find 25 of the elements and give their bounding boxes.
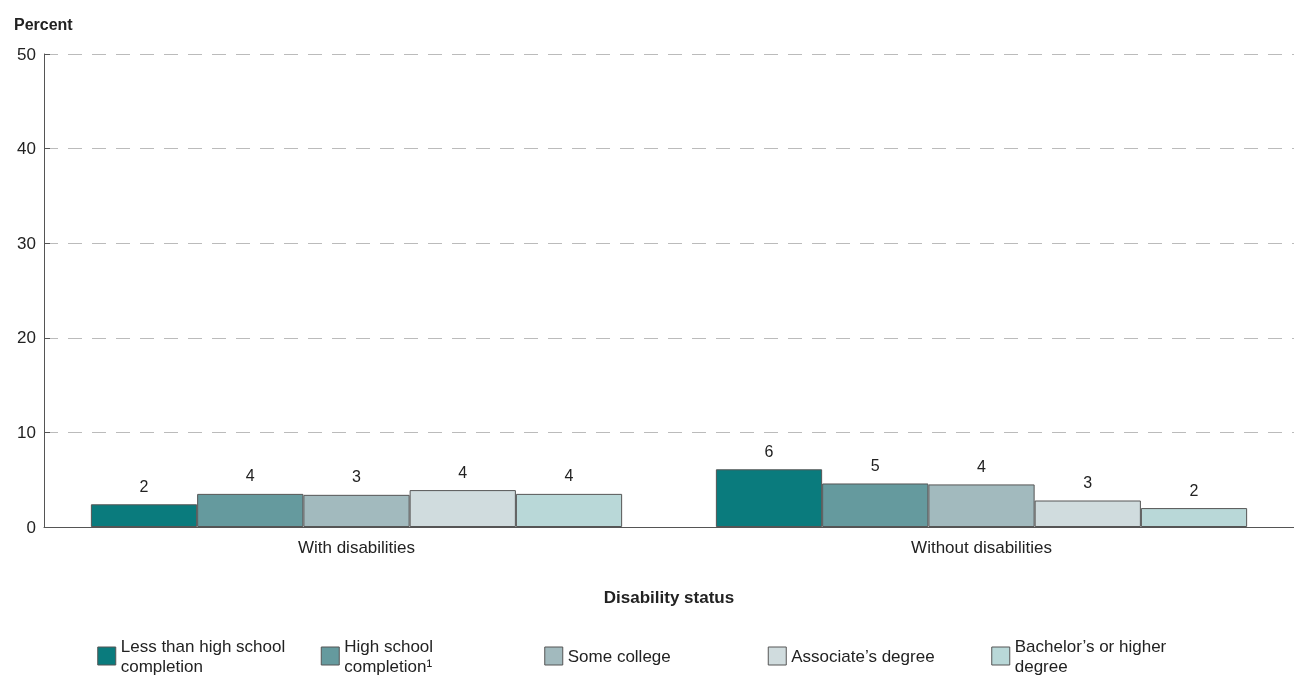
data-label: 4: [564, 467, 574, 485]
data-label: 4: [977, 457, 987, 475]
y-tick-label: 30: [17, 233, 36, 253]
y-tick-label: 50: [17, 44, 36, 64]
data-label: 4: [245, 467, 255, 485]
data-label: 3: [1083, 474, 1093, 492]
y-tick-label: 20: [17, 328, 36, 348]
data-label: 5: [870, 456, 880, 474]
data-label: 2: [1189, 481, 1199, 499]
y-axis-title: Percent: [14, 15, 74, 33]
x-axis-title: Disability status: [603, 588, 735, 607]
x-tick-label: With disabilities: [297, 538, 416, 557]
x-tick-label: Without disabilities: [911, 538, 1052, 557]
data-label: 3: [352, 468, 362, 486]
data-label: 2: [139, 477, 149, 495]
data-label: 6: [764, 442, 774, 460]
y-tick-label: 10: [17, 422, 36, 442]
legend-label: Less than high school completion: [120, 636, 290, 676]
legend-label: High school completion¹: [344, 636, 438, 676]
legend-label: Some college: [567, 646, 671, 666]
y-tick-label: 40: [17, 139, 36, 159]
legend-label: Associate’s degree: [791, 646, 935, 666]
data-label: 4: [458, 463, 468, 481]
y-tick-label: 0: [26, 517, 36, 537]
legend-label: Bachelor’s or higher degree: [1014, 636, 1171, 676]
